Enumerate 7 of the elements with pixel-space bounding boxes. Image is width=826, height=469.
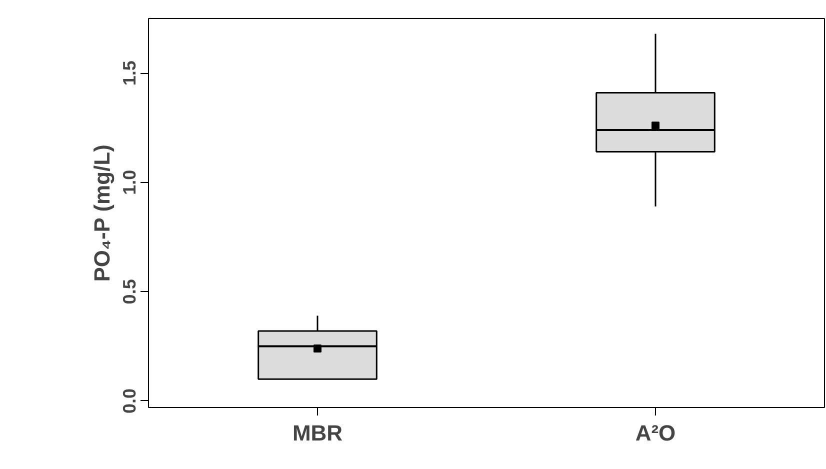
x-tick-label: MBR [292, 420, 343, 446]
y-tick-label: 0.5 [120, 279, 140, 304]
y-axis-title: PO₄-P (mg/L) [90, 144, 114, 282]
y-tick-label: 1.5 [120, 60, 140, 86]
x-tick-label: A²O [635, 420, 676, 446]
y-tick-label: 1.0 [120, 170, 140, 195]
y-tick-label: 0.0 [120, 388, 140, 414]
